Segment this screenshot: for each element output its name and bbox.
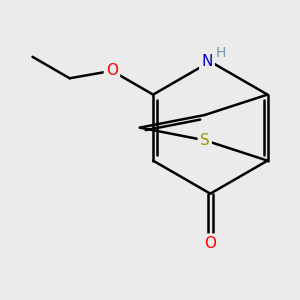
Text: O: O — [106, 63, 118, 78]
Text: N: N — [201, 54, 213, 69]
Text: H: H — [216, 46, 226, 60]
Text: S: S — [200, 133, 210, 148]
Text: O: O — [204, 236, 216, 251]
